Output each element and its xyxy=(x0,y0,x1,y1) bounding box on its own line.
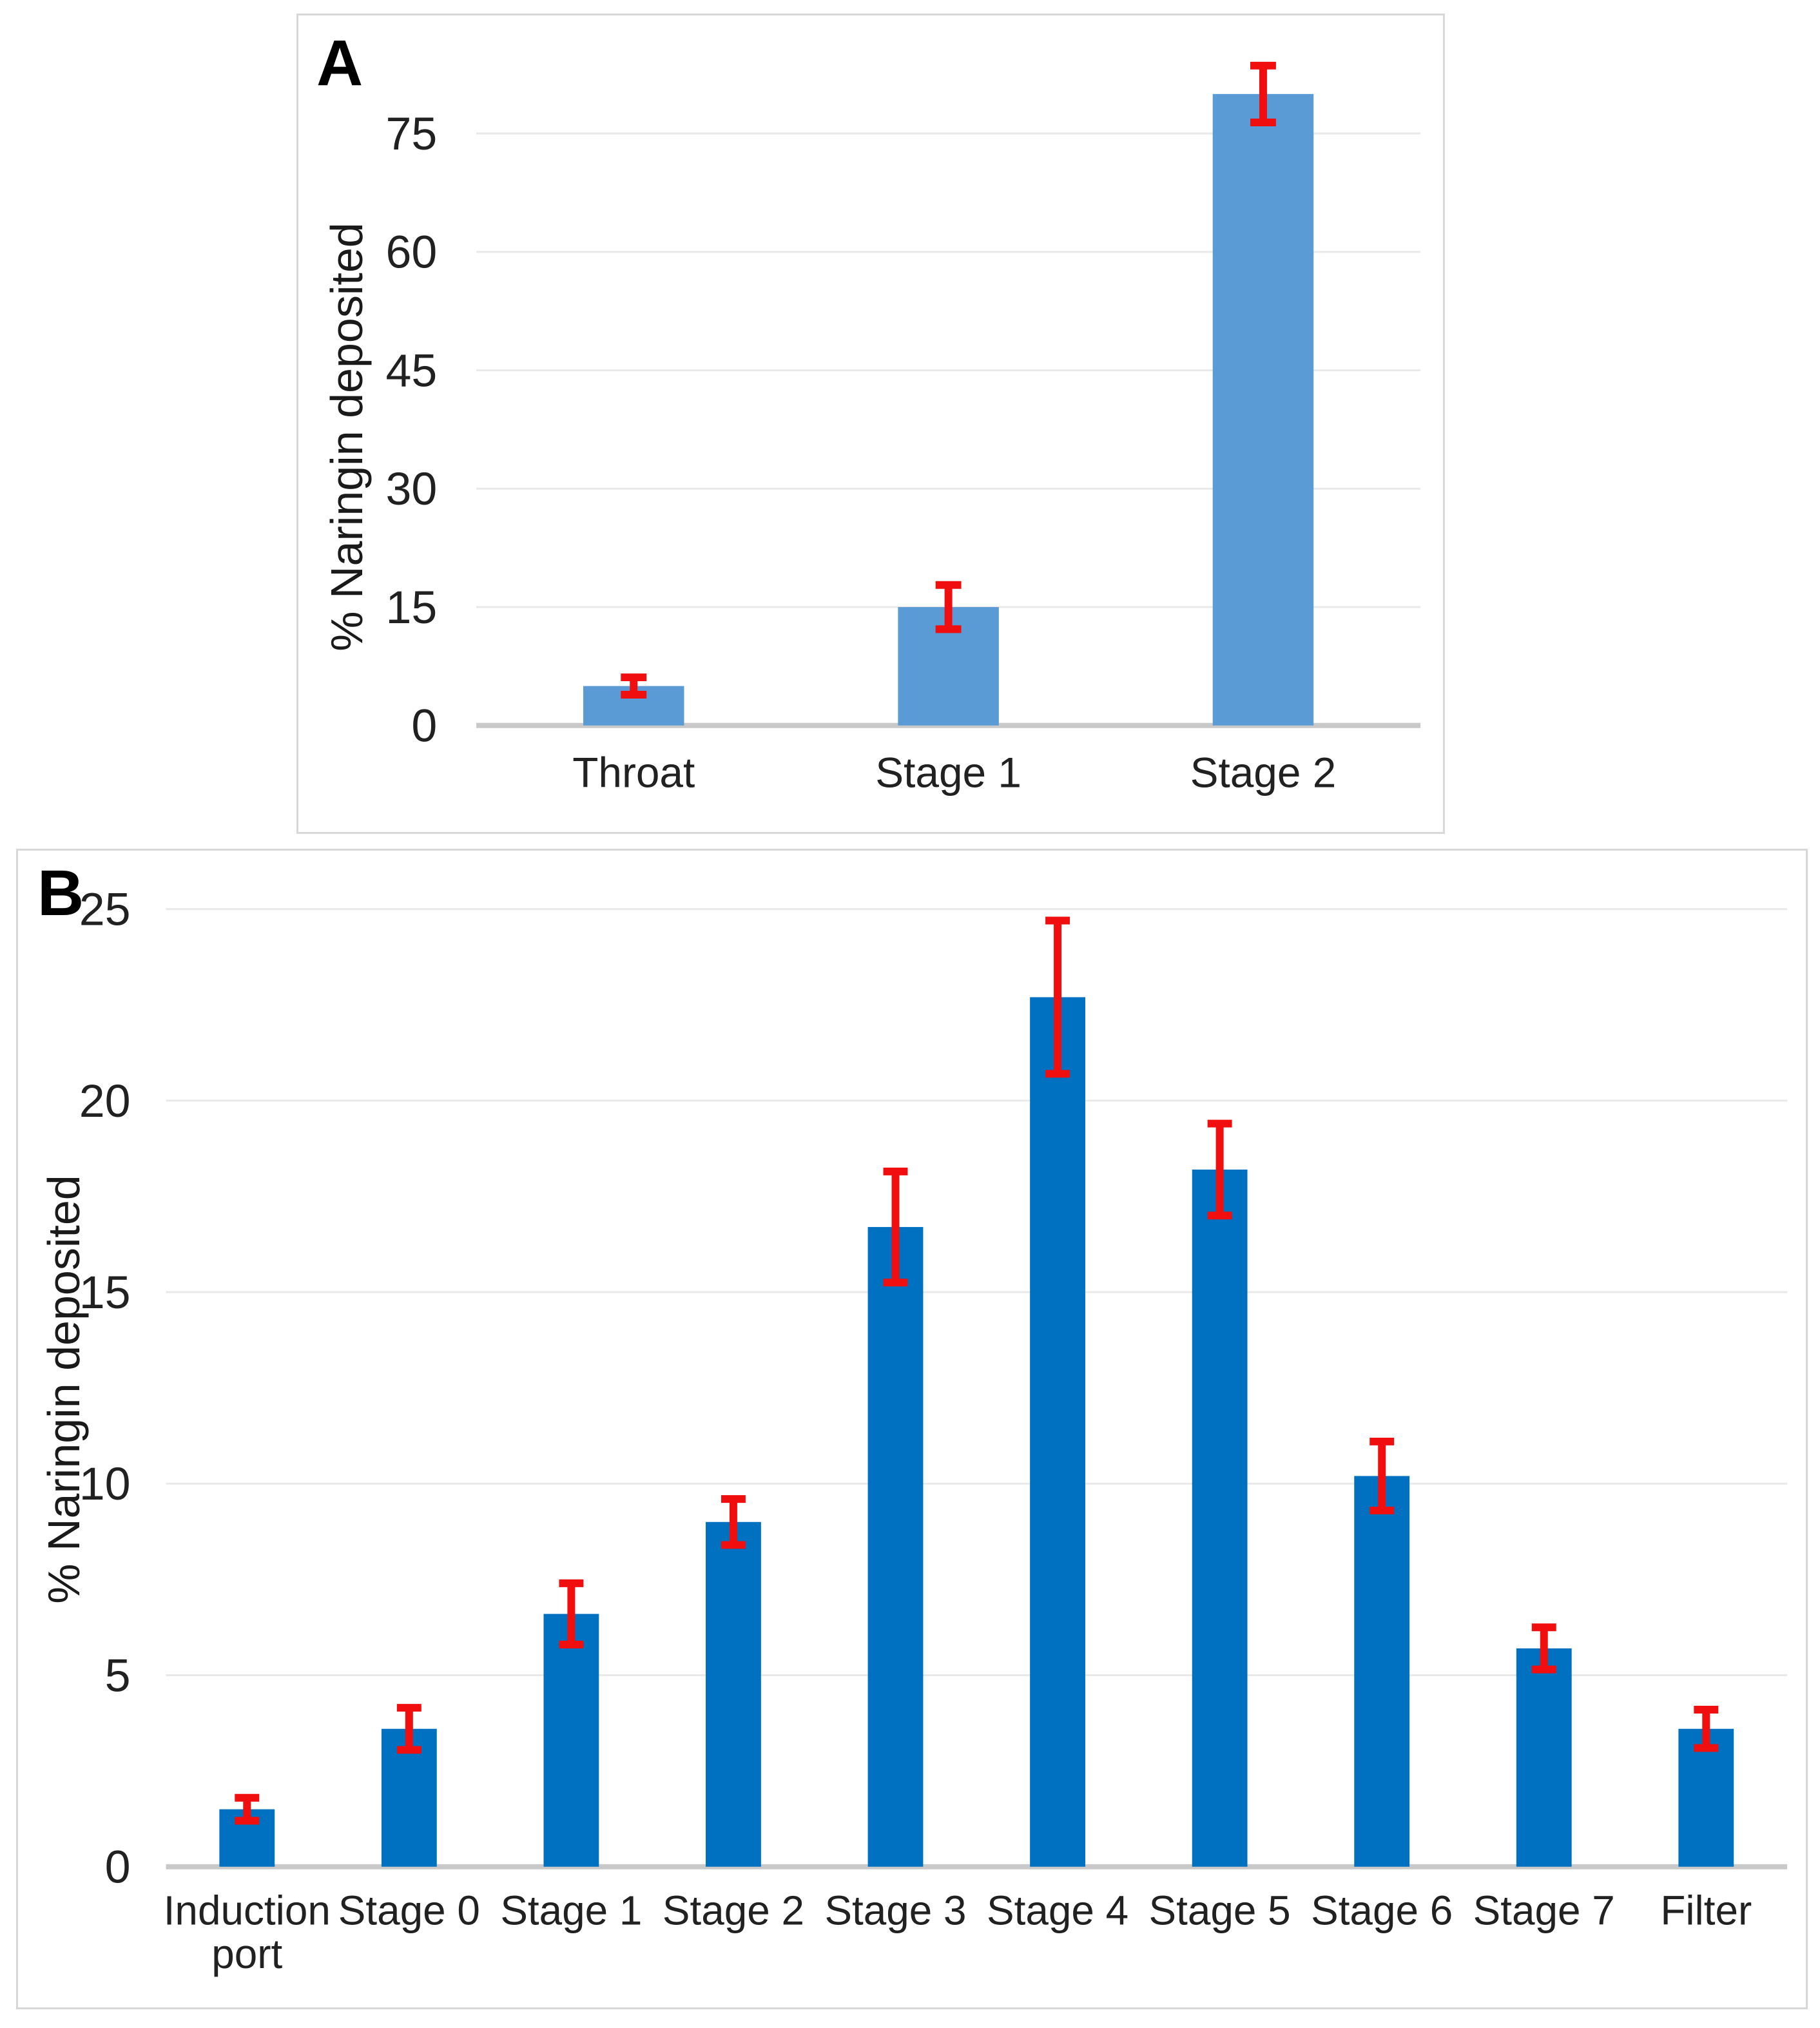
y-tick-label-45: 45 xyxy=(385,345,437,397)
error-bar-stage-3 xyxy=(883,1167,908,1287)
y-tick-label-25: 25 xyxy=(79,884,131,936)
error-bar-stage-7 xyxy=(1531,1623,1556,1674)
x-tick-label-stage-3: Stage 3 xyxy=(824,1887,966,1933)
bar-stage-2 xyxy=(1212,93,1314,726)
y-tick-label-5: 5 xyxy=(105,1650,131,1701)
x-tick-label-stage-4: Stage 4 xyxy=(987,1887,1128,1933)
error-bar-stage-1 xyxy=(559,1579,584,1648)
bar-stage-2 xyxy=(706,1521,761,1867)
x-tick-label-filter: Filter xyxy=(1660,1887,1752,1933)
y-tick-label-20: 20 xyxy=(79,1076,131,1127)
x-tick-label-stage-1: Stage 1 xyxy=(500,1887,642,1933)
panel-a-y-axis-title: % Naringin deposited xyxy=(322,222,372,652)
error-bar-filter xyxy=(1694,1706,1719,1752)
bar-stage-4 xyxy=(1030,997,1085,1867)
x-tick-label-stage-0: Stage 0 xyxy=(338,1887,480,1933)
x-tick-label-induction-port: Induction port xyxy=(164,1887,331,1977)
bar-stage-3 xyxy=(867,1227,924,1867)
error-bar-stage-2 xyxy=(1250,61,1276,126)
y-tick-label-0: 0 xyxy=(411,700,437,752)
y-tick-label-75: 75 xyxy=(385,108,437,160)
x-tick-label-throat: Throat xyxy=(572,748,695,796)
error-bar-stage-5 xyxy=(1207,1119,1232,1220)
error-bar-stage-6 xyxy=(1370,1437,1395,1514)
panel-a-label: A xyxy=(316,27,363,99)
y-tick-label-0: 0 xyxy=(105,1842,131,1893)
bar-stage-7 xyxy=(1516,1648,1572,1867)
y-tick-label-30: 30 xyxy=(385,463,437,515)
bar-stage-5 xyxy=(1192,1169,1248,1867)
y-tick-label-15: 15 xyxy=(385,582,437,633)
x-tick-label-stage-6: Stage 6 xyxy=(1311,1887,1453,1933)
x-tick-label-stage-5: Stage 5 xyxy=(1149,1887,1291,1933)
y-tick-label-60: 60 xyxy=(385,227,437,278)
bar-stage-6 xyxy=(1354,1476,1410,1867)
error-bar-stage-2 xyxy=(721,1495,746,1549)
panel-b: B % Naringin deposited 0 5 10 15 20 25 Inducti… xyxy=(16,849,1808,2009)
error-bar-throat xyxy=(621,673,647,699)
error-bar-induction-port xyxy=(235,1793,260,1825)
panel-a-chart: 0 15 30 45 60 75 Throat Stage 1 Stage 2 xyxy=(385,61,1421,796)
x-tick-label-stage-2: Stage 2 xyxy=(663,1887,804,1933)
x-tick-label-stage-7: Stage 7 xyxy=(1473,1887,1615,1933)
panel-a: A % Naringin deposited 0 15 30 45 60 75 Throat… xyxy=(296,14,1445,834)
y-tick-label-10: 10 xyxy=(79,1458,131,1510)
panel-b-y-axis-title: % Naringin deposited xyxy=(39,1175,89,1604)
panel-b-label: B xyxy=(37,857,84,929)
y-tick-label-15: 15 xyxy=(79,1267,131,1318)
error-bar-stage-4 xyxy=(1045,916,1070,1078)
x-tick-label-stage-1: Stage 1 xyxy=(875,748,1021,796)
error-bar-stage-1 xyxy=(935,581,962,633)
x-tick-label-stage-2: Stage 2 xyxy=(1190,748,1337,796)
bar-stage-1 xyxy=(543,1614,599,1867)
error-bar-stage-0 xyxy=(396,1704,421,1754)
